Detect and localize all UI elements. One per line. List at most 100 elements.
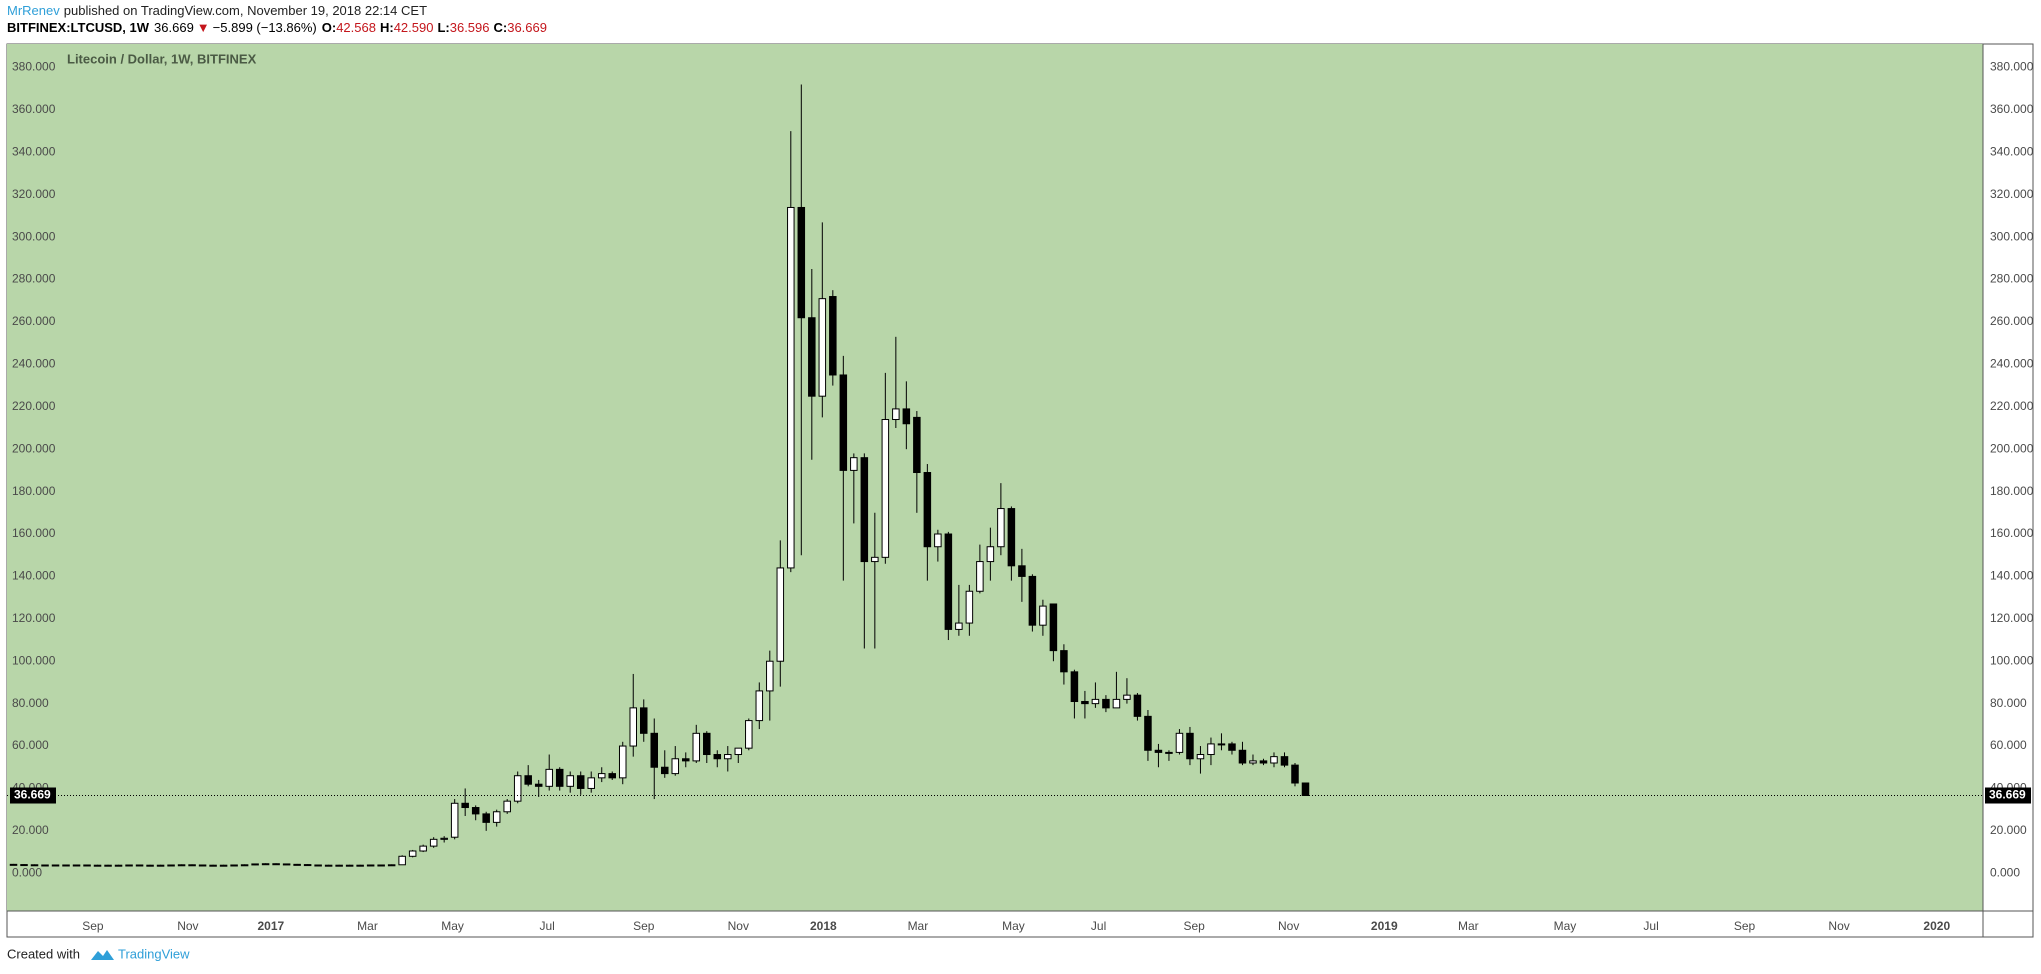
candle-body: [1196, 754, 1205, 760]
candle-body: [850, 457, 858, 471]
candle-body: [524, 775, 532, 785]
candle-body: [51, 864, 60, 867]
candle-body: [671, 758, 680, 775]
candle-body: [808, 317, 816, 397]
candle-body: [734, 747, 743, 756]
last-price-label: 36.669: [1989, 788, 2026, 802]
candle-body: [482, 813, 490, 823]
y2-tick-label: 60.000: [1990, 738, 2027, 752]
y-tick-label: 160.000: [12, 526, 56, 540]
candle-body: [9, 863, 18, 866]
candle-body: [682, 758, 690, 762]
candle-body: [661, 766, 669, 775]
candle-body: [324, 864, 333, 867]
change-arrow: ▼: [197, 20, 210, 35]
x-tick-label: Sep: [1183, 919, 1205, 933]
candle-body: [545, 768, 553, 787]
y-tick-label: 60.000: [12, 738, 49, 752]
candle-body: [534, 783, 543, 787]
candle-body: [1301, 782, 1310, 797]
candle-body: [818, 298, 827, 397]
candle-body: [1007, 508, 1016, 567]
candle-body: [555, 768, 564, 787]
y-tick-label: 220.000: [12, 399, 56, 413]
y-tick-label: 140.000: [12, 569, 56, 583]
change: −5.899 (−13.86%): [213, 20, 317, 35]
footer-created: Created with: [7, 946, 80, 961]
last-price-label: 36.669: [14, 788, 51, 802]
x-tick-label: Sep: [633, 919, 655, 933]
author[interactable]: MrRenev: [7, 3, 60, 18]
y-tick-label: 300.000: [12, 229, 56, 243]
y-tick-label: 240.000: [12, 357, 56, 371]
candle-body: [597, 773, 606, 779]
candle-body: [871, 556, 879, 563]
y-tick-label: 280.000: [12, 272, 56, 286]
candle-body: [513, 775, 522, 802]
y2-tick-label: 140.000: [1990, 569, 2034, 583]
candle-body: [303, 864, 312, 867]
candle-body: [1217, 743, 1226, 746]
candle-body: [419, 845, 427, 852]
candle-body: [177, 864, 186, 867]
candle-body: [1154, 749, 1163, 753]
candle-body: [408, 850, 417, 857]
y-tick-label: 80.000: [12, 696, 49, 710]
open-value: 42.568: [336, 20, 376, 35]
candle-body: [1259, 760, 1268, 764]
candle-body: [902, 408, 911, 425]
candle-body: [650, 732, 659, 768]
candle-body: [1207, 743, 1215, 756]
candle-body: [1102, 698, 1110, 709]
y-tick-label: 360.000: [12, 102, 56, 116]
candle-body: [230, 864, 238, 867]
candle-body: [1165, 751, 1173, 754]
candle-body: [503, 800, 511, 813]
candle-body: [135, 864, 144, 867]
high-value: 42.590: [394, 20, 434, 35]
candle-body: [83, 864, 91, 867]
candle-body: [41, 864, 49, 867]
footer-brand[interactable]: TradingView: [118, 946, 190, 961]
candle-body: [1049, 603, 1058, 652]
x-tick-label: Nov: [1828, 919, 1849, 933]
candle-body: [923, 472, 932, 548]
candle-body: [1228, 743, 1236, 751]
open-label: O:: [322, 20, 336, 35]
y-tick-label: 260.000: [12, 314, 56, 328]
candle-body: [1112, 698, 1121, 709]
candle-body: [576, 775, 585, 789]
y2-tick-label: 120.000: [1990, 611, 2034, 625]
last-price: 36.669: [154, 20, 194, 35]
candle-body: [839, 374, 848, 471]
high-label: H:: [380, 20, 394, 35]
candle-body: [881, 419, 890, 558]
last-price-tag: [10, 787, 56, 804]
candle-body: [724, 754, 732, 760]
candle-body: [345, 864, 354, 867]
x-tick-label: Mar: [357, 919, 378, 933]
candle-body: [913, 416, 921, 474]
y-tick-label: 200.000: [12, 441, 56, 455]
y-tick-label: 120.000: [12, 611, 56, 625]
footer-logo: [91, 950, 114, 960]
x-tick-label: Jul: [539, 919, 554, 933]
candle-body: [587, 777, 595, 789]
candle-body: [1123, 694, 1131, 700]
candle-body: [618, 745, 627, 779]
x-tick-label: Nov: [1278, 919, 1299, 933]
candle-body: [440, 837, 448, 840]
candle-body: [934, 533, 942, 548]
candle-body: [156, 864, 165, 867]
y2-tick-label: 200.000: [1990, 441, 2034, 455]
y2-tick-label: 320.000: [1990, 187, 2034, 201]
candle-body: [219, 864, 228, 867]
candle-body: [944, 533, 953, 630]
x-tick-label: Mar: [1458, 919, 1479, 933]
candle-body: [30, 864, 39, 867]
candle-body: [1270, 756, 1278, 764]
chart-legend: Litecoin / Dollar, 1W, BITFINEX: [67, 51, 257, 66]
header-line-1: MrRenev published on TradingView.com, Nov…: [7, 3, 427, 18]
y2-tick-label: 280.000: [1990, 272, 2034, 286]
candle-body: [787, 206, 795, 569]
